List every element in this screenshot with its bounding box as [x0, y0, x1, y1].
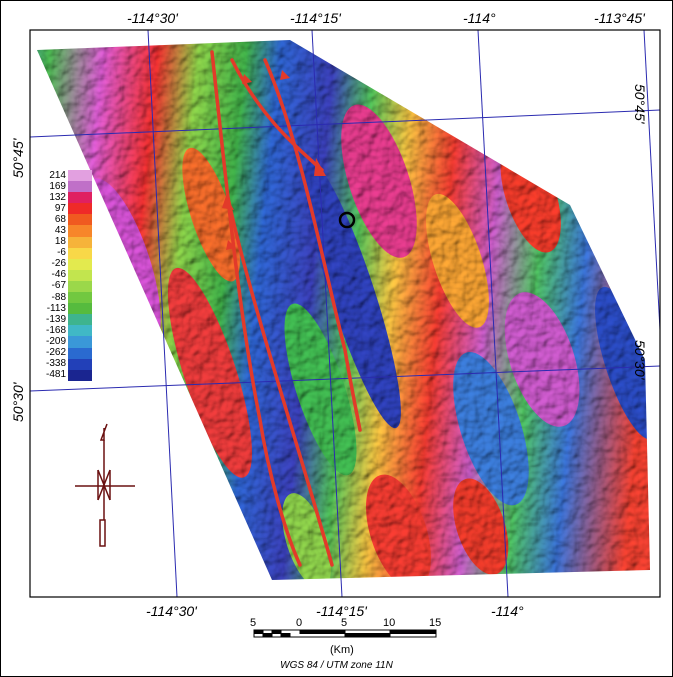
legend-row: -262	[38, 347, 100, 359]
legend-row: -6	[38, 247, 100, 259]
scale-tick-label: 5	[250, 617, 257, 629]
legend-swatch	[68, 192, 92, 204]
legend-value: 169	[49, 180, 66, 192]
scale-tick-label: 10	[383, 617, 396, 629]
legend-value: 43	[54, 225, 66, 237]
left-lat-label: 50°45'	[10, 138, 26, 178]
legend-swatch	[68, 369, 92, 381]
legend-row: -67	[38, 280, 100, 293]
legend-value: 214	[49, 169, 66, 181]
top-lon-label: -114°15'	[290, 10, 341, 26]
legend-swatch	[68, 247, 92, 259]
legend-value: -338	[45, 358, 66, 370]
legend-row: 132	[38, 191, 100, 204]
legend-swatch	[68, 258, 92, 270]
legend-swatch	[68, 203, 92, 215]
legend-row: -26	[38, 258, 100, 270]
legend-row: -168	[38, 324, 100, 337]
datum-label: WGS 84 / UTM zone 11N	[280, 660, 393, 671]
legend-swatch	[68, 170, 92, 182]
legend-value: 18	[54, 236, 66, 248]
legend-row: 214	[38, 169, 100, 182]
legend-value: -6	[57, 247, 66, 259]
scale-unit-label: (Km)	[330, 644, 354, 656]
legend-row: 97	[38, 202, 100, 215]
legend-row: -209	[38, 335, 100, 348]
color-scale-legend: 214 169 132 97 68 43 18 -6 -26 -46 -67 -88 -113 -139-…	[38, 170, 100, 381]
legend-swatch	[68, 292, 92, 304]
scale-tick-label: 0	[296, 617, 303, 629]
legend-value: -67	[51, 280, 66, 292]
legend-swatch	[68, 181, 92, 193]
scale-tick-label: 15	[429, 617, 442, 629]
graticule	[29, 29, 661, 598]
bottom-lon-label: -114°	[491, 603, 524, 619]
legend-swatch	[68, 269, 92, 281]
legend-value: -262	[45, 347, 66, 359]
legend-value: -88	[51, 291, 66, 303]
legend-swatch	[68, 214, 92, 226]
legend-row: -139	[38, 313, 100, 326]
legend-row: -88	[38, 291, 100, 304]
fault-lines	[210, 50, 362, 567]
legend-row: 169	[38, 180, 100, 193]
legend-row: -481	[38, 369, 100, 381]
legend-row: -113	[38, 302, 100, 315]
map-border	[29, 29, 661, 598]
legend-value: -46	[51, 269, 66, 281]
legend-value: -26	[51, 258, 66, 270]
legend-swatch	[68, 225, 92, 237]
right-lat-label: 50°30'	[632, 340, 648, 380]
legend-value: 97	[54, 202, 66, 214]
legend-row: -338	[38, 358, 100, 370]
scale-bar	[253, 629, 437, 638]
legend-value: -209	[45, 335, 66, 347]
legend-swatch	[68, 325, 92, 337]
north-arrow	[75, 423, 135, 547]
bottom-lon-label: -114°30'	[146, 603, 197, 619]
bottom-lon-label: -114°15'	[316, 603, 367, 619]
top-lon-label: -113°45'	[594, 10, 645, 26]
scale-tick-label: 5	[341, 617, 348, 629]
legend-row: 18	[38, 236, 100, 248]
top-lon-label: -114°30'	[127, 10, 178, 26]
legend-value: -139	[45, 313, 66, 325]
fault-tick-marks	[222, 70, 326, 250]
legend-swatch	[68, 358, 92, 370]
well-location-marker	[338, 211, 356, 229]
legend-swatch	[68, 347, 92, 359]
legend-swatch	[68, 336, 92, 348]
legend-value: 132	[49, 191, 66, 203]
legend-value: -168	[45, 324, 66, 336]
right-lat-label: 50°45'	[632, 84, 648, 124]
legend-row: 43	[38, 225, 100, 237]
left-lat-label: 50°30'	[10, 382, 26, 422]
legend-value: -113	[46, 302, 66, 314]
legend-row: 68	[38, 213, 100, 226]
legend-swatch	[68, 236, 92, 248]
legend-swatch	[68, 280, 92, 293]
legend-value: 68	[54, 213, 66, 225]
top-lon-label: -114°	[463, 10, 496, 26]
legend-swatch	[68, 314, 92, 326]
legend-value: -481	[45, 369, 66, 381]
legend-row: -46	[38, 269, 100, 281]
legend-swatch	[68, 303, 92, 315]
